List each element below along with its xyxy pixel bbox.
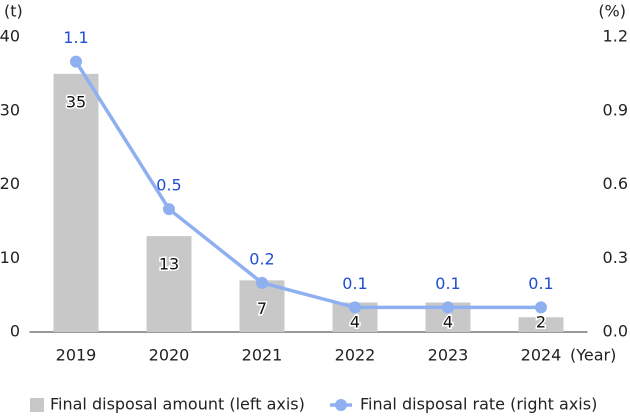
legend-swatch [30, 398, 44, 412]
legend-swatch-point [335, 399, 347, 411]
y2-tick-label: 0.9 [603, 100, 628, 119]
line-value-label: 0.1 [435, 274, 460, 293]
legend-label: Final disposal rate (right axis) [360, 395, 597, 414]
legend-label: Final disposal amount (left axis) [50, 395, 305, 414]
x-tick-label: 2020 [149, 346, 190, 365]
x-axis-unit: (Year) [570, 346, 616, 365]
y2-tick-label: 0.0 [603, 322, 628, 341]
line-point [256, 276, 268, 289]
line-value-label: 0.5 [156, 176, 181, 195]
bar-value-label: 35 [66, 92, 86, 111]
y-tick-label: 0 [10, 322, 20, 341]
line-point [442, 301, 454, 314]
y2-tick-label: 0.6 [603, 174, 628, 193]
bar-value-label: 4 [350, 313, 360, 332]
line-value-label: 0.1 [342, 274, 367, 293]
bar-value-label: 2 [536, 313, 546, 332]
bar [518, 317, 564, 332]
x-tick-label: 2021 [242, 346, 283, 365]
y-tick-label: 30 [0, 100, 20, 119]
x-tick-label: 2022 [335, 346, 376, 365]
y2-tick-label: 0.3 [603, 248, 628, 267]
y-tick-label: 40 [0, 27, 20, 46]
y-tick-label: 10 [0, 248, 20, 267]
line-point [535, 301, 547, 314]
line-value-label: 0.2 [249, 249, 274, 268]
x-tick-label: 2023 [428, 346, 469, 365]
line-point [349, 301, 361, 314]
y2-tick-label: 1.2 [603, 27, 628, 46]
line-value-label: 1.1 [63, 28, 88, 47]
bar [146, 236, 192, 332]
line-value-label: 0.1 [528, 274, 553, 293]
bar [239, 280, 285, 332]
bar-value-label: 7 [257, 299, 267, 318]
bar-value-label: 4 [443, 313, 453, 332]
bar-value-label: 13 [159, 255, 179, 274]
line-point [163, 203, 175, 216]
y-axis-unit: (t) [4, 2, 23, 21]
x-tick-label: 2019 [56, 346, 97, 365]
line [74, 60, 541, 310]
y-tick-label: 20 [0, 174, 20, 193]
x-tick-label: 2024 [521, 346, 562, 365]
y2-axis-unit: (%) [598, 2, 626, 21]
bar [53, 73, 99, 332]
line-point [70, 55, 82, 68]
